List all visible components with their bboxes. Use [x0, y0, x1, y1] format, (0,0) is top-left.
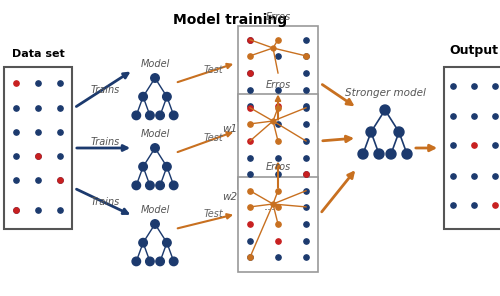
Circle shape [132, 181, 140, 190]
Circle shape [380, 105, 390, 115]
Circle shape [394, 127, 404, 137]
Circle shape [146, 181, 154, 190]
Circle shape [402, 149, 412, 159]
Circle shape [146, 257, 154, 266]
Circle shape [162, 92, 171, 101]
FancyBboxPatch shape [4, 67, 72, 229]
Circle shape [132, 111, 140, 120]
Circle shape [139, 239, 147, 247]
Text: Test: Test [203, 133, 223, 143]
Text: Model: Model [140, 59, 170, 69]
Circle shape [170, 111, 178, 120]
Text: Model training: Model training [173, 13, 287, 27]
Circle shape [170, 181, 178, 190]
Circle shape [151, 74, 159, 82]
Circle shape [156, 181, 164, 190]
Circle shape [146, 111, 154, 120]
Circle shape [139, 92, 147, 101]
Text: w2: w2 [222, 192, 238, 202]
Text: Trains: Trains [90, 137, 120, 147]
Circle shape [151, 220, 159, 228]
Text: Erros: Erros [266, 80, 290, 89]
FancyBboxPatch shape [238, 94, 318, 189]
Text: Trains: Trains [90, 85, 120, 95]
Text: Test: Test [203, 65, 223, 75]
Text: w1: w1 [222, 123, 238, 133]
Text: Test: Test [203, 209, 223, 219]
Text: ...: ... [264, 200, 276, 213]
Text: Stronger model: Stronger model [344, 88, 426, 98]
Circle shape [132, 257, 140, 266]
Circle shape [151, 144, 159, 152]
Circle shape [358, 149, 368, 159]
FancyBboxPatch shape [444, 67, 500, 229]
FancyBboxPatch shape [238, 176, 318, 271]
FancyBboxPatch shape [238, 25, 318, 120]
Text: Output: Output [450, 44, 498, 57]
Circle shape [374, 149, 384, 159]
Circle shape [139, 163, 147, 171]
Text: Model: Model [140, 129, 170, 139]
Text: Erros: Erros [266, 163, 290, 173]
Text: Data set: Data set [12, 49, 64, 59]
Circle shape [162, 163, 171, 171]
Circle shape [162, 239, 171, 247]
Circle shape [386, 149, 396, 159]
Text: Model: Model [140, 205, 170, 215]
Text: Trains: Trains [90, 197, 120, 207]
Circle shape [170, 257, 178, 266]
Circle shape [156, 111, 164, 120]
Circle shape [156, 257, 164, 266]
Circle shape [366, 127, 376, 137]
Text: Erros: Erros [266, 12, 290, 22]
